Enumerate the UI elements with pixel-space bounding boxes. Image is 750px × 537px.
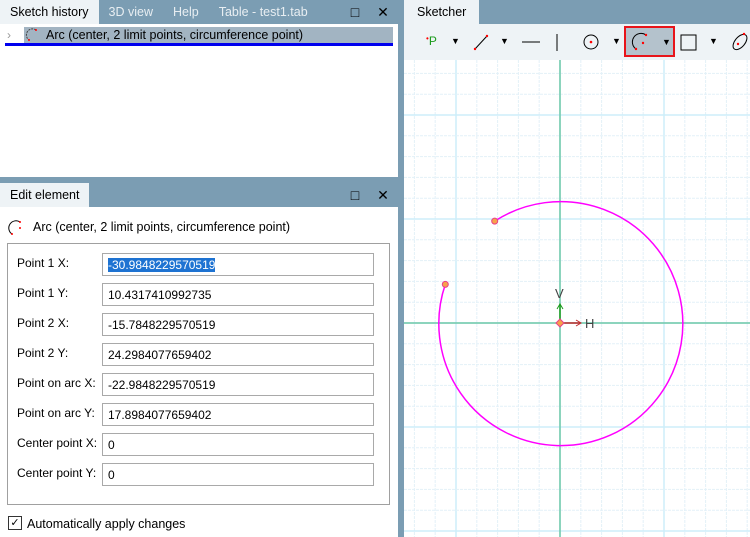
sketch-canvas[interactable]: HV — [404, 60, 750, 537]
maximize-button[interactable]: □ — [350, 187, 360, 203]
point-dropdown-icon[interactable]: ▼ — [451, 36, 460, 46]
field-value: 10.4317410992735 — [108, 288, 212, 302]
arc-dropdown-icon[interactable]: ▼ — [662, 37, 671, 47]
arc-icon — [25, 28, 37, 41]
field-value: 24.2984077659402 — [108, 348, 212, 362]
edit-tabbar: Edit element — [0, 183, 398, 207]
expand-chevron-icon[interactable]: › — [7, 28, 11, 42]
element-title: Arc (center, 2 limit points, circumferen… — [33, 220, 291, 234]
field-value: -30.9848229570519 — [108, 258, 216, 272]
field-label: Point 1 X: — [17, 256, 70, 270]
fields-group — [7, 243, 390, 505]
tab-edit-element[interactable]: Edit element — [0, 183, 90, 207]
field-value: -22.9848229570519 — [108, 378, 216, 392]
v-arrow-head — [556, 303, 564, 310]
field-label: Point on arc Y: — [17, 406, 95, 420]
arc — [438, 200, 684, 447]
ellipse-tool-button[interactable] — [730, 30, 750, 54]
field-input[interactable]: -22.9848229570519 — [102, 373, 374, 396]
arc-icon — [8, 220, 21, 235]
auto-apply-checkbox[interactable]: ✓ — [8, 516, 22, 530]
tab-3d-view[interactable]: 3D view — [108, 5, 153, 19]
field-input[interactable]: 10.4317410992735 — [102, 283, 374, 306]
history-item[interactable]: › Arc (center, 2 limit points, circumfer… — [5, 27, 393, 46]
origin-point — [555, 318, 565, 328]
field-value: 0 — [108, 438, 115, 452]
field-value: 17.8984077659402 — [108, 408, 212, 422]
arc-limit-point — [491, 217, 499, 225]
field-label: Point 2 Y: — [17, 346, 69, 360]
line-dropdown-icon[interactable]: ▼ — [500, 36, 509, 46]
tab-help[interactable]: Help — [172, 5, 199, 19]
field-input[interactable]: -30.9848229570519 — [102, 253, 374, 276]
maximize-button[interactable]: □ — [350, 4, 360, 20]
v-axis-label: V — [555, 286, 564, 301]
field-input[interactable]: 24.2984077659402 — [102, 343, 374, 366]
rectangle-dropdown-icon[interactable]: ▼ — [709, 36, 718, 46]
top-left-tabbar: Sketch history 3D view Help Table - test… — [0, 0, 398, 24]
tab-sketcher[interactable]: Sketcher — [404, 0, 480, 24]
circle-dropdown-icon[interactable]: ▼ — [612, 36, 621, 46]
field-label: Point on arc X: — [17, 376, 96, 390]
point-tool-button[interactable]: •P — [426, 34, 437, 48]
field-input[interactable]: 0 — [102, 433, 374, 456]
close-button[interactable]: ✕ — [377, 4, 389, 20]
field-input[interactable]: -15.7848229570519 — [102, 313, 374, 336]
sketch-history-panel: Sketch history 3D view Help Table - test… — [0, 0, 398, 177]
tab-sketch-history[interactable]: Sketch history — [0, 0, 99, 24]
history-item-label: Arc (center, 2 limit points, circumferen… — [46, 28, 304, 42]
field-value: 0 — [108, 468, 115, 482]
h-axis-label: H — [585, 316, 594, 331]
toolbar: •P ▼ ▼ ▼ ▼ ▼ — [404, 24, 750, 60]
arc-icon — [631, 32, 648, 51]
field-label: Center point X: — [17, 436, 98, 450]
h-arrow-head — [575, 319, 582, 327]
arc-tool-button[interactable]: ▼ — [624, 26, 675, 57]
auto-apply-label: Automatically apply changes — [27, 517, 186, 531]
horizontal-line-button[interactable] — [520, 32, 542, 52]
edit-element-panel: Edit element □ ✕ Arc (center, 2 limit po… — [0, 183, 398, 537]
tab-table[interactable]: Table - test1.tab — [218, 5, 308, 19]
field-value: -15.7848229570519 — [108, 318, 216, 332]
line-tool-button[interactable] — [472, 32, 490, 52]
circle-tool-button[interactable] — [581, 32, 601, 52]
field-label: Point 2 X: — [17, 316, 70, 330]
close-button[interactable]: ✕ — [377, 187, 389, 203]
sketcher-tabbar: Sketcher — [404, 0, 750, 24]
field-input[interactable]: 0 — [102, 463, 374, 486]
field-input[interactable]: 17.8984077659402 — [102, 403, 374, 426]
vertical-line-button[interactable] — [552, 32, 562, 52]
arc-limit-point — [441, 280, 449, 288]
field-label: Point 1 Y: — [17, 286, 69, 300]
field-label: Center point Y: — [17, 466, 97, 480]
rectangle-tool-button[interactable] — [679, 32, 699, 52]
